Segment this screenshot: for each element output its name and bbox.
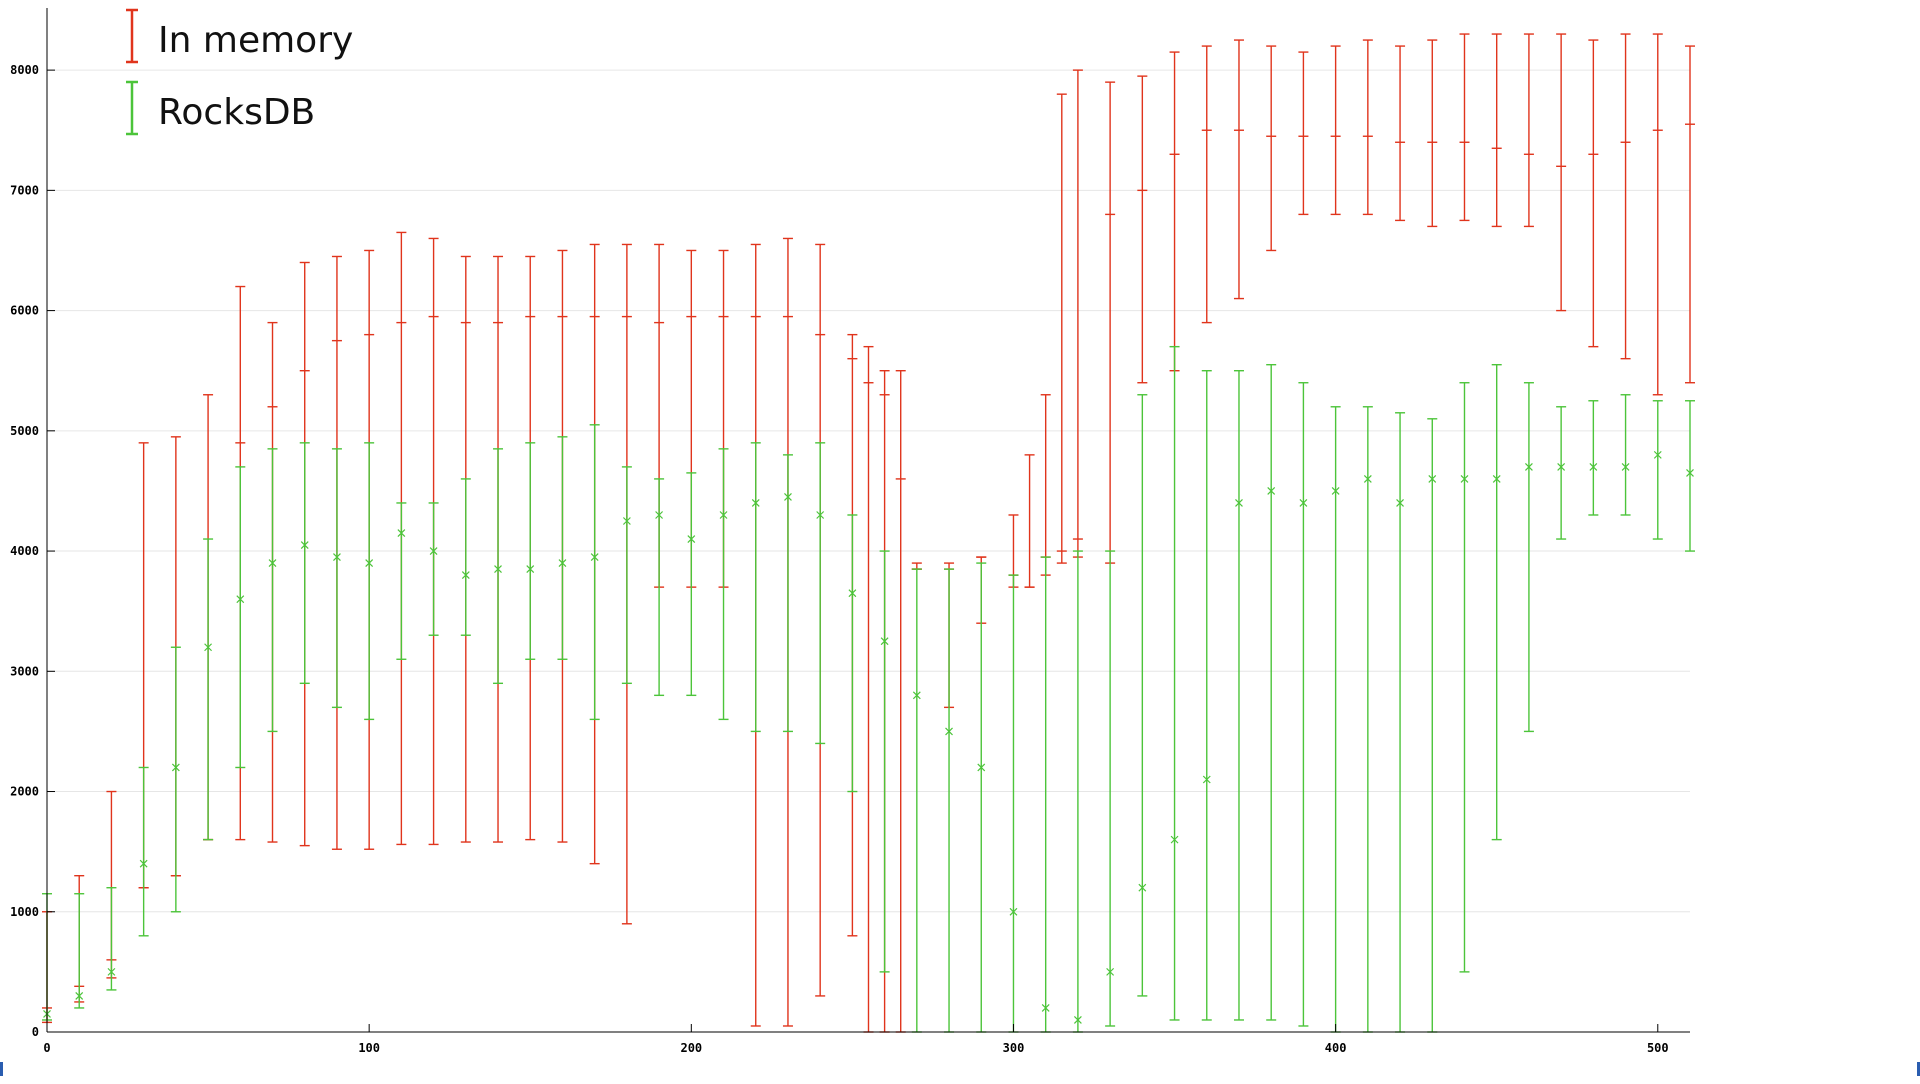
x-tick-label: 300 <box>1003 1041 1025 1055</box>
series-in-memory <box>42 33 1695 1033</box>
data-point <box>1653 450 1662 459</box>
data-point <box>1073 1016 1082 1024</box>
series-rocksdb <box>42 345 1695 1033</box>
data-point <box>816 511 825 519</box>
data-point <box>204 643 213 652</box>
left-edge-marker-bottom <box>0 1062 3 1076</box>
data-point <box>719 511 728 519</box>
legend-item-rocksdb: RocksDB <box>126 80 315 136</box>
y-tick-label: 6000 <box>10 304 39 318</box>
data-point <box>75 992 84 1000</box>
y-tick-label: 2000 <box>10 785 39 799</box>
data-point <box>1009 907 1018 916</box>
data-point <box>848 589 857 598</box>
data-point <box>1396 499 1404 507</box>
data-point <box>1106 967 1115 976</box>
data-point <box>139 859 148 868</box>
data-point <box>1686 468 1694 477</box>
y-tick-label: 8000 <box>10 63 39 77</box>
data-point <box>236 595 245 604</box>
data-point <box>333 553 341 561</box>
data-point <box>461 571 470 580</box>
x-tick-label: 100 <box>358 1041 380 1055</box>
data-point <box>912 691 921 700</box>
data-point <box>1202 775 1211 784</box>
data-point <box>655 511 664 519</box>
data-point <box>880 637 889 646</box>
data-point <box>590 553 599 561</box>
data-point <box>751 499 760 507</box>
data-point <box>1428 474 1437 483</box>
data-point <box>107 967 116 976</box>
y-tick-label: 3000 <box>10 664 39 678</box>
legend: In memory RocksDB <box>126 8 353 136</box>
data-point <box>945 727 953 736</box>
data-point <box>1331 487 1340 495</box>
y-tick-label: 4000 <box>10 544 39 558</box>
right-edge-marker-bottom <box>1917 1062 1920 1076</box>
data-point <box>1492 474 1501 483</box>
x-tick-label: 0 <box>43 1041 50 1055</box>
x-tick-label: 500 <box>1647 1041 1669 1055</box>
data-point <box>1589 462 1598 471</box>
y-tick-label: 1000 <box>10 905 39 919</box>
axis-layer: 0 1000 2000 3000 4000 5000 6000 7000 8000 0 100 200… <box>10 8 1690 1055</box>
data-point <box>268 559 277 568</box>
data-point <box>1267 487 1276 495</box>
data-point <box>1235 499 1243 507</box>
legend-label: In memory <box>158 20 353 61</box>
y-tick-label: 0 <box>32 1025 39 1039</box>
data-point <box>494 565 502 574</box>
data-point <box>526 565 535 574</box>
y-tick-label: 5000 <box>10 424 39 438</box>
data-point <box>687 535 696 543</box>
legend-label: RocksDB <box>158 92 315 133</box>
data-point <box>397 529 406 537</box>
series-layer <box>42 33 1695 1033</box>
y-tick-label: 7000 <box>10 183 39 197</box>
data-point <box>171 763 180 772</box>
data-point <box>1170 835 1179 844</box>
data-point <box>1460 474 1469 483</box>
legend-item-in-memory: In memory <box>126 8 353 64</box>
data-point <box>300 541 309 549</box>
data-point <box>1041 1004 1050 1012</box>
data-point <box>1138 883 1147 892</box>
x-tick-label: 200 <box>680 1041 702 1055</box>
data-point <box>365 559 374 568</box>
data-point <box>1557 462 1566 471</box>
data-point <box>1363 474 1372 483</box>
data-point <box>1524 462 1533 471</box>
data-point <box>429 547 438 555</box>
data-point <box>622 517 631 525</box>
data-point <box>558 559 567 568</box>
data-point <box>1299 499 1308 507</box>
x-tick-label: 400 <box>1325 1041 1347 1055</box>
data-point <box>977 763 986 772</box>
data-point <box>1621 462 1630 471</box>
data-point <box>784 493 792 501</box>
